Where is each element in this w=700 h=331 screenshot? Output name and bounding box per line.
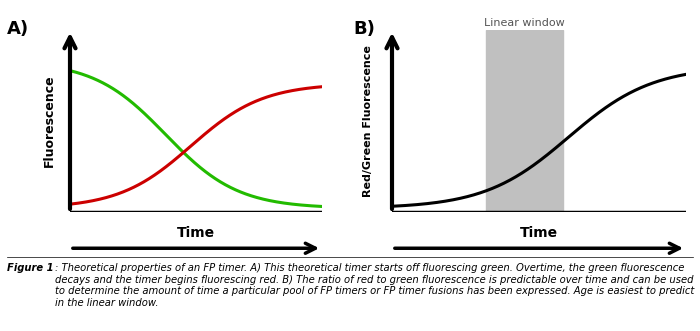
- Text: A): A): [7, 20, 29, 38]
- Text: Fluorescence: Fluorescence: [43, 74, 56, 167]
- Bar: [486, 30, 563, 212]
- Text: : Theoretical properties of an FP timer. A) This theoretical timer starts off fl: : Theoretical properties of an FP timer.…: [55, 263, 694, 308]
- Text: Linear window: Linear window: [484, 18, 565, 28]
- Text: Time: Time: [520, 226, 558, 240]
- Text: B): B): [354, 20, 375, 38]
- Text: Figure 1: Figure 1: [7, 263, 54, 273]
- Text: Red/Green Fluorescence: Red/Green Fluorescence: [363, 45, 374, 197]
- Text: Time: Time: [177, 226, 215, 240]
